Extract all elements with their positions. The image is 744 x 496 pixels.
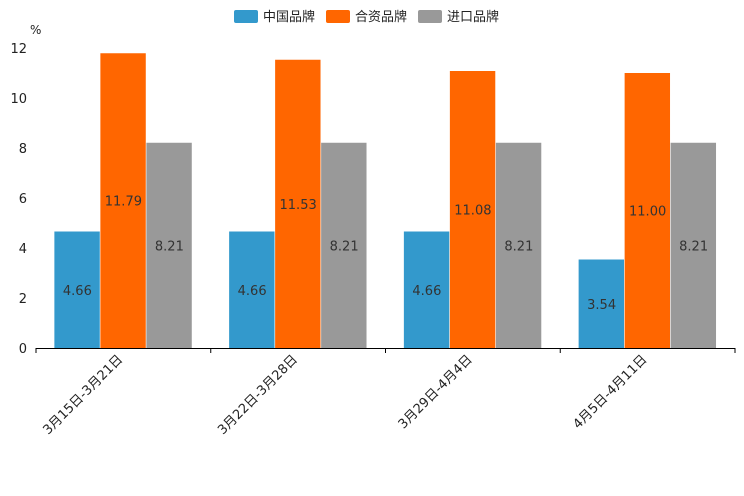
bar xyxy=(146,142,192,348)
bar-value-label: 3.54 xyxy=(587,298,616,313)
y-tick-label: 10 xyxy=(10,92,27,107)
bar xyxy=(578,259,625,348)
bar-value-label: 8.21 xyxy=(679,239,708,254)
bar xyxy=(670,142,717,348)
x-axis: 3月15日-3月21日 3月22日-3月28日 3月29日-4月4日 4月5日-4月1… xyxy=(35,348,736,438)
bar xyxy=(100,53,146,348)
x-tick-label: 3月29日-4月4日 xyxy=(396,352,476,432)
bar xyxy=(275,59,321,348)
y-tick-label: 6 xyxy=(19,192,27,207)
x-tick-label: 4月5日-4月11日 xyxy=(571,352,651,432)
bar-value-label: 4.66 xyxy=(412,284,441,299)
bar-value-label: 8.21 xyxy=(330,239,359,254)
legend-swatch xyxy=(418,10,442,23)
legend: 中国品牌 合资品牌 进口品牌 xyxy=(234,9,499,25)
bar xyxy=(449,71,496,348)
bars-group: 4.66 11.79 8.21 4.66 11.53 8.21 4.66 11.08 8.21 3… xyxy=(54,53,717,348)
y-tick-label: 12 xyxy=(10,42,27,57)
y-tick-label: 2 xyxy=(19,292,27,307)
bar xyxy=(54,231,100,348)
y-tick-label: 4 xyxy=(19,242,27,257)
legend-swatch xyxy=(234,10,258,23)
bar xyxy=(624,73,671,348)
legend-label: 进口品牌 xyxy=(447,9,499,25)
y-axis-unit-label: % xyxy=(30,23,41,37)
bar xyxy=(321,142,367,348)
bar xyxy=(403,231,450,348)
legend-label: 合资品牌 xyxy=(355,9,407,25)
bar-value-label: 11.00 xyxy=(629,205,666,220)
bar-value-label: 11.53 xyxy=(280,198,317,213)
bar-value-label: 11.79 xyxy=(105,195,142,210)
x-tick-label: 3月22日-3月28日 xyxy=(215,352,301,438)
legend-label: 中国品牌 xyxy=(263,9,315,25)
y-tick-label: 0 xyxy=(19,342,27,357)
legend-swatch xyxy=(326,10,350,23)
bar-value-label: 8.21 xyxy=(155,239,184,254)
y-tick-label: 8 xyxy=(19,142,27,157)
bar xyxy=(229,231,275,348)
bar xyxy=(495,142,542,348)
bar-value-label: 4.66 xyxy=(238,284,267,299)
y-axis: 0 2 4 6 8 10 12 xyxy=(10,42,27,357)
bar-value-label: 11.08 xyxy=(454,204,491,219)
bar-value-label: 4.66 xyxy=(63,284,92,299)
x-tick-label: 3月15日-3月21日 xyxy=(40,352,126,438)
bar-value-label: 8.21 xyxy=(504,239,533,254)
